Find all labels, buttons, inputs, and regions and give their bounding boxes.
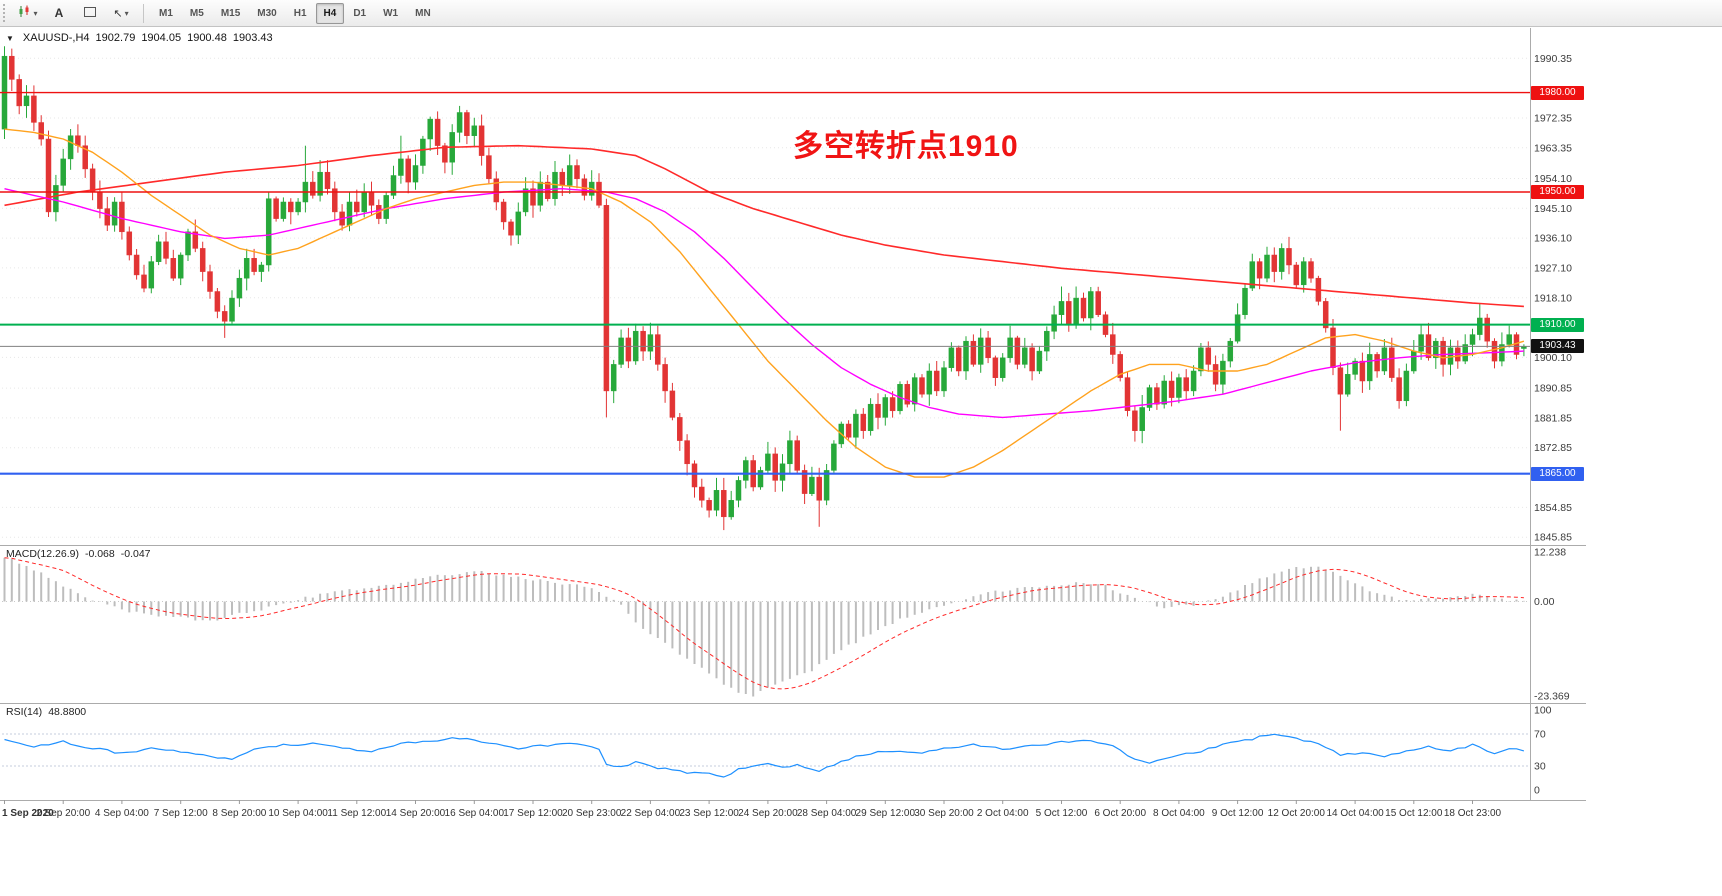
price-grid: 1990.35 1972.35 1963.35 1954.10 1945.10 1936.…	[2, 53, 1572, 544]
price-tick-label: 1927.10	[1534, 262, 1572, 274]
rsi-pane: 100 70 30 0	[2, 705, 1552, 797]
price-tick-label: 1972.35	[1534, 113, 1572, 125]
timeframe-button-h4[interactable]: H4	[315, 2, 345, 24]
text-icon: A	[54, 6, 64, 20]
price-tick-label: 1881.85	[1534, 412, 1572, 424]
macd-axis-label: 12.238	[1534, 547, 1566, 559]
dropdown-caret-icon: ▾	[124, 8, 129, 18]
price-tick-label: 1954.10	[1534, 173, 1572, 185]
macd-signal-line	[4, 557, 1524, 690]
time-axis-label: 2 Sep 20:00	[36, 808, 90, 819]
rsi-axis-label: 0	[1534, 785, 1540, 797]
text-label-button[interactable]: A	[44, 2, 74, 25]
rectangle-icon	[84, 6, 96, 20]
toolbar: ▾ A ↖ ▾ M1 M5 M15 M30 H1 H4 D1 W1 MN	[0, 0, 1722, 27]
price-tick-label: 1945.10	[1534, 203, 1572, 215]
time-axis-label: 14 Sep 20:00	[386, 808, 446, 819]
toolbar-grip-handle[interactable]	[3, 4, 9, 22]
candlestick-chart-icon	[18, 5, 31, 21]
dropdown-caret-icon: ▾	[33, 8, 38, 18]
time-axis-label: 17 Sep 12:00	[503, 808, 563, 819]
timeframe-button-m5[interactable]: M5	[189, 7, 204, 19]
time-axis-label: 15 Oct 12:00	[1385, 808, 1443, 819]
macd-axis-label: -23.369	[1534, 691, 1570, 703]
ma-slow-red-line	[4, 144, 1524, 308]
time-axis-label: 22 Sep 04:00	[621, 808, 681, 819]
time-axis-label: 8 Oct 04:00	[1153, 808, 1205, 819]
time-axis-label: 23 Sep 12:00	[679, 808, 739, 819]
timeframe-button-mn[interactable]: MN	[415, 7, 431, 19]
shape-box-button[interactable]	[75, 2, 105, 25]
timeframe-button-m30[interactable]: M30	[257, 7, 277, 19]
price-tick-label: 1890.85	[1534, 383, 1572, 395]
rsi-axis-label: 70	[1534, 729, 1546, 741]
time-axis-label: 12 Oct 20:00	[1268, 808, 1326, 819]
macd-axis-label: 0.00	[1534, 596, 1555, 608]
timeframe-button-m15[interactable]: M15	[220, 7, 241, 19]
price-tick-label: 1900.10	[1534, 352, 1572, 364]
time-axis-label: 4 Sep 04:00	[95, 808, 149, 819]
ma-mid-magenta-line	[4, 188, 1524, 419]
timeframe-button-d1[interactable]: D1	[353, 7, 367, 19]
arrow-icon: ↖	[113, 7, 123, 20]
time-axis-label: 1 Sep 2020	[2, 808, 54, 819]
time-axis-label: 9 Oct 12:00	[1212, 808, 1264, 819]
price-tick-label: 1918.10	[1534, 292, 1572, 304]
toolbar-separator	[143, 3, 144, 23]
rsi-line	[4, 733, 1525, 778]
price-tick-label: 1990.35	[1534, 53, 1572, 65]
chart-annotation-text[interactable]: 多空转折点1910	[793, 130, 1019, 163]
time-axis-label: 6 Oct 20:00	[1094, 808, 1146, 819]
timeframe-button-m1[interactable]: M1	[159, 7, 173, 19]
time-axis-label: 28 Sep 04:00	[797, 808, 857, 819]
ma-fast-orange-line	[4, 128, 1525, 478]
timeframe-button-w1[interactable]: W1	[383, 7, 399, 19]
time-axis-label: 18 Oct 23:00	[1444, 808, 1502, 819]
time-axis-label: 24 Sep 20:00	[738, 808, 798, 819]
draw-arrows-button[interactable]: ↖ ▾	[106, 2, 136, 25]
time-axis-label: 5 Oct 12:00	[1036, 808, 1088, 819]
time-axis-label: 2 Oct 04:00	[977, 808, 1029, 819]
price-tick-label: 1854.85	[1534, 502, 1572, 514]
moving-averages	[4, 128, 1525, 478]
time-axis-label: 10 Sep 04:00	[268, 808, 328, 819]
price-tick-label: 1872.85	[1534, 442, 1572, 454]
time-axis-label: 30 Sep 20:00	[914, 808, 974, 819]
price-tick-label: 1963.35	[1534, 142, 1572, 154]
rsi-axis-label: 100	[1534, 705, 1552, 717]
drawing-tools-group: ▾ A ↖ ▾	[13, 2, 136, 25]
time-axis-label: 7 Sep 12:00	[154, 808, 208, 819]
price-tick-label: 1845.85	[1534, 532, 1572, 544]
timeframe-buttons-group: M1 M5 M15 M30 H1 H4 D1 W1 MN	[151, 2, 439, 24]
time-axis-label: 16 Sep 04:00	[445, 808, 505, 819]
time-axis-label: 11 Sep 12:00	[327, 808, 386, 819]
chart-type-button[interactable]: ▾	[13, 2, 43, 25]
macd-pane: 12.238 0.00 -23.369	[2, 547, 1570, 703]
candlestick-series	[1, 46, 1527, 531]
time-axis-label: 29 Sep 12:00	[856, 808, 916, 819]
price-tick-label: 1936.10	[1534, 233, 1572, 245]
timeframe-button-h1[interactable]: H1	[293, 7, 307, 19]
time-axis-label: 14 Oct 04:00	[1326, 808, 1384, 819]
time-axis-label: 8 Sep 20:00	[212, 808, 266, 819]
time-axis-label: 20 Sep 23:00	[562, 808, 622, 819]
rsi-axis-label: 30	[1534, 761, 1546, 773]
